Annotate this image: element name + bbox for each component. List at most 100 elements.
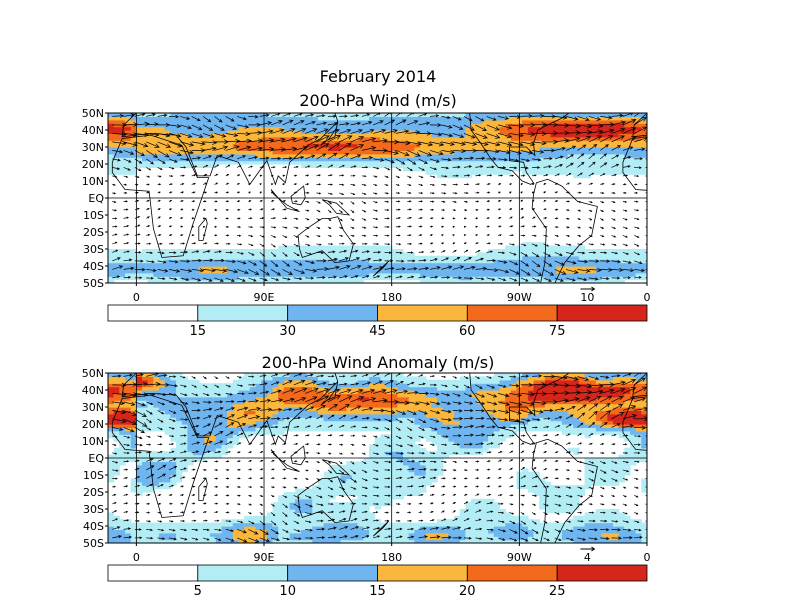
shade-cell <box>170 451 177 456</box>
shade-cell <box>380 143 387 148</box>
shade-cell <box>317 160 325 165</box>
shade-cell <box>352 143 359 148</box>
shade-cell <box>346 153 353 158</box>
shade-cell <box>556 259 563 264</box>
shade-cell <box>119 143 126 148</box>
wind-vector <box>384 192 389 195</box>
shade-cell <box>397 276 404 281</box>
shade-cell <box>147 272 154 277</box>
shade-cell <box>561 252 569 257</box>
shade-cell <box>510 113 518 117</box>
wind-vector <box>112 200 117 203</box>
shade-cell <box>510 136 518 141</box>
shade-cell <box>193 447 200 452</box>
shade-cell <box>465 147 472 151</box>
wind-vector <box>237 138 252 144</box>
shade-cell <box>295 150 302 155</box>
shade-cell <box>414 116 421 121</box>
shade-cell <box>164 157 171 162</box>
shade-cell <box>403 259 410 264</box>
shade-cell <box>590 249 597 253</box>
shade-cell <box>624 266 631 270</box>
shade-cell <box>437 174 444 179</box>
wind-vector <box>532 122 547 127</box>
shade-cell <box>527 119 535 124</box>
shade-cell <box>232 424 240 428</box>
shade-cell <box>380 153 387 158</box>
shade-cell <box>607 164 614 168</box>
shade-cell <box>595 252 603 257</box>
shade-cell <box>510 272 518 277</box>
shade-cell <box>255 143 262 148</box>
shade-cell <box>204 143 211 148</box>
wind-vector <box>123 233 130 236</box>
shade-cell <box>363 150 370 155</box>
shade-cell <box>283 123 291 128</box>
shade-cell <box>431 126 438 131</box>
shade-cell <box>505 249 512 253</box>
shade-cell <box>289 379 296 384</box>
wind-vector <box>611 145 622 151</box>
shade-cell <box>352 157 359 162</box>
shade-cell <box>142 539 149 543</box>
wind-vector <box>157 113 168 118</box>
shade-cell <box>573 123 580 128</box>
wind-vector <box>157 133 171 138</box>
wind-vector <box>282 127 296 134</box>
shade-cell <box>210 390 217 394</box>
wind-vector <box>248 277 257 282</box>
coastline <box>0 113 58 184</box>
wind-vector <box>112 140 127 146</box>
shade-cell <box>323 498 330 503</box>
shade-cell <box>187 536 194 541</box>
shade-cell <box>329 427 336 432</box>
wind-vector <box>463 156 475 160</box>
shade-cell <box>312 410 319 415</box>
shade-cell <box>153 536 160 541</box>
shade-cell <box>176 373 183 377</box>
shade-cell <box>312 133 319 138</box>
shade-cell <box>136 522 143 527</box>
wind-vector <box>112 249 119 253</box>
shade-cell <box>346 532 353 537</box>
shade-cell <box>181 147 189 151</box>
wind-vector <box>520 183 524 186</box>
shade-cell <box>306 245 313 250</box>
shade-cell <box>340 515 347 520</box>
wind-vector <box>168 150 182 157</box>
shade-cell <box>164 396 171 401</box>
shade-cell <box>210 266 217 270</box>
wind-vector <box>475 266 488 271</box>
shade-cell <box>323 539 330 543</box>
shade-cell <box>283 279 291 283</box>
shade-cell <box>249 249 257 253</box>
wind-vector <box>225 251 233 254</box>
shade-cell <box>153 420 160 425</box>
shade-cell <box>153 272 160 277</box>
shade-cell <box>193 262 200 267</box>
shade-cell <box>420 126 427 131</box>
shade-cell <box>363 116 370 121</box>
coastline <box>104 86 115 89</box>
shade-cell <box>244 396 251 401</box>
wind-vector <box>611 226 617 230</box>
shade-cell <box>550 164 557 168</box>
shade-cell <box>613 147 620 151</box>
shade-cell <box>408 116 415 121</box>
shade-cell <box>590 266 597 270</box>
shade-cell <box>510 160 518 165</box>
shade-cell <box>340 379 347 384</box>
wind-vector <box>123 122 139 127</box>
wind-vector <box>180 182 185 186</box>
shade-cell <box>204 430 211 435</box>
shade-cell <box>334 123 342 128</box>
shade-cell <box>425 259 432 264</box>
shade-cell <box>618 140 625 145</box>
shade-cell <box>357 116 364 121</box>
shade-cell <box>147 403 154 408</box>
shade-cell <box>334 505 342 510</box>
wind-vector <box>532 234 537 237</box>
shade-cell <box>340 539 347 543</box>
shade-cell <box>317 276 325 281</box>
shade-cell <box>215 255 223 260</box>
